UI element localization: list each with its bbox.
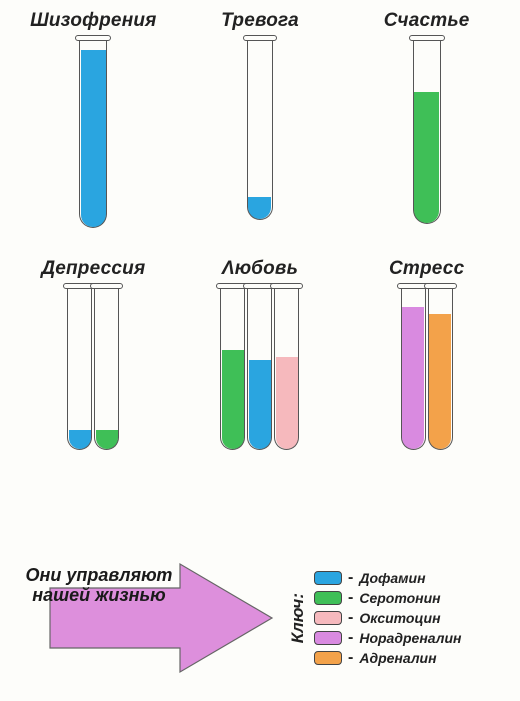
tube-fill xyxy=(276,357,298,449)
tube-rim xyxy=(424,283,457,289)
test-tube xyxy=(428,286,453,450)
legend-swatch xyxy=(314,571,342,585)
legend-swatch xyxy=(314,631,342,645)
arrow-text: Они управляют нашей жизнью xyxy=(14,566,184,606)
test-tube xyxy=(401,286,426,450)
legend-swatch xyxy=(314,591,342,605)
tube-rim xyxy=(243,35,277,41)
group-depression: Депрессия xyxy=(10,258,177,450)
group-label: Тревога xyxy=(177,10,344,32)
footer: Они управляют нашей жизнью Ключ: -Дофами… xyxy=(0,553,520,683)
tube-row xyxy=(10,286,177,450)
legend-dash: - xyxy=(348,649,353,667)
legend-label: Серотонин xyxy=(359,590,440,606)
tube-row xyxy=(343,38,510,224)
test-tube xyxy=(413,38,441,224)
tube-fill xyxy=(249,360,271,449)
test-tube xyxy=(220,286,245,450)
test-tube xyxy=(247,286,272,450)
legend-swatch xyxy=(314,611,342,625)
tube-rim xyxy=(90,283,123,289)
legend-label: Норадреналин xyxy=(359,630,461,646)
tube-rim xyxy=(75,35,111,41)
tube-rim xyxy=(270,283,303,289)
group-label: Стресс xyxy=(343,258,510,280)
legend-dash: - xyxy=(348,569,353,587)
group-label: Λюбовь xyxy=(177,258,344,280)
tube-glass xyxy=(94,286,119,450)
tube-grid: ШизофренияТревогаСчастье ДепрессияΛюбовьС… xyxy=(0,0,520,450)
tube-fill xyxy=(81,50,106,227)
tube-row xyxy=(343,286,510,450)
legend-dash: - xyxy=(348,629,353,647)
legend-swatch xyxy=(314,651,342,665)
tube-fill xyxy=(429,314,451,448)
test-tube xyxy=(94,286,119,450)
legend: Ключ: -Дофамин-Серотонин-Окситоцин-Норад… xyxy=(288,569,461,667)
legend-list: -Дофамин-Серотонин-Окситоцин-Норадренали… xyxy=(314,569,461,667)
test-tube xyxy=(67,286,92,450)
legend-label: Адреналин xyxy=(359,650,436,666)
legend-item: -Адреналин xyxy=(314,649,461,667)
group-label: Счастье xyxy=(343,10,510,32)
test-tube xyxy=(247,38,273,220)
group-anxiety: Тревога xyxy=(177,10,344,228)
tube-fill xyxy=(69,430,91,448)
legend-item: -Окситоцин xyxy=(314,609,461,627)
group-label: Депрессия xyxy=(10,258,177,280)
tube-fill xyxy=(96,430,118,448)
group-love: Λюбовь xyxy=(177,258,344,450)
tube-fill xyxy=(222,350,244,448)
tube-row xyxy=(10,38,177,228)
legend-label: Дофамин xyxy=(359,570,425,586)
tube-row xyxy=(177,286,344,450)
tube-glass xyxy=(247,38,273,220)
tube-row xyxy=(177,38,344,220)
legend-item: -Норадреналин xyxy=(314,629,461,647)
tube-fill xyxy=(402,307,424,448)
tube-fill xyxy=(414,92,439,222)
legend-label: Окситоцин xyxy=(359,610,440,626)
legend-item: -Дофамин xyxy=(314,569,461,587)
tube-fill xyxy=(248,197,271,219)
tube-glass xyxy=(67,286,92,450)
arrow-block: Они управляют нашей жизнью xyxy=(20,558,280,678)
group-schizophrenia: Шизофрения xyxy=(10,10,177,228)
group-stress: Стресс xyxy=(343,258,510,450)
tube-rim xyxy=(409,35,445,41)
test-tube xyxy=(274,286,299,450)
legend-dash: - xyxy=(348,609,353,627)
group-label: Шизофрения xyxy=(10,10,177,32)
legend-item: -Серотонин xyxy=(314,589,461,607)
test-tube xyxy=(79,38,107,228)
legend-dash: - xyxy=(348,589,353,607)
legend-title: Ключ: xyxy=(288,593,308,643)
group-happiness: Счастье xyxy=(343,10,510,228)
